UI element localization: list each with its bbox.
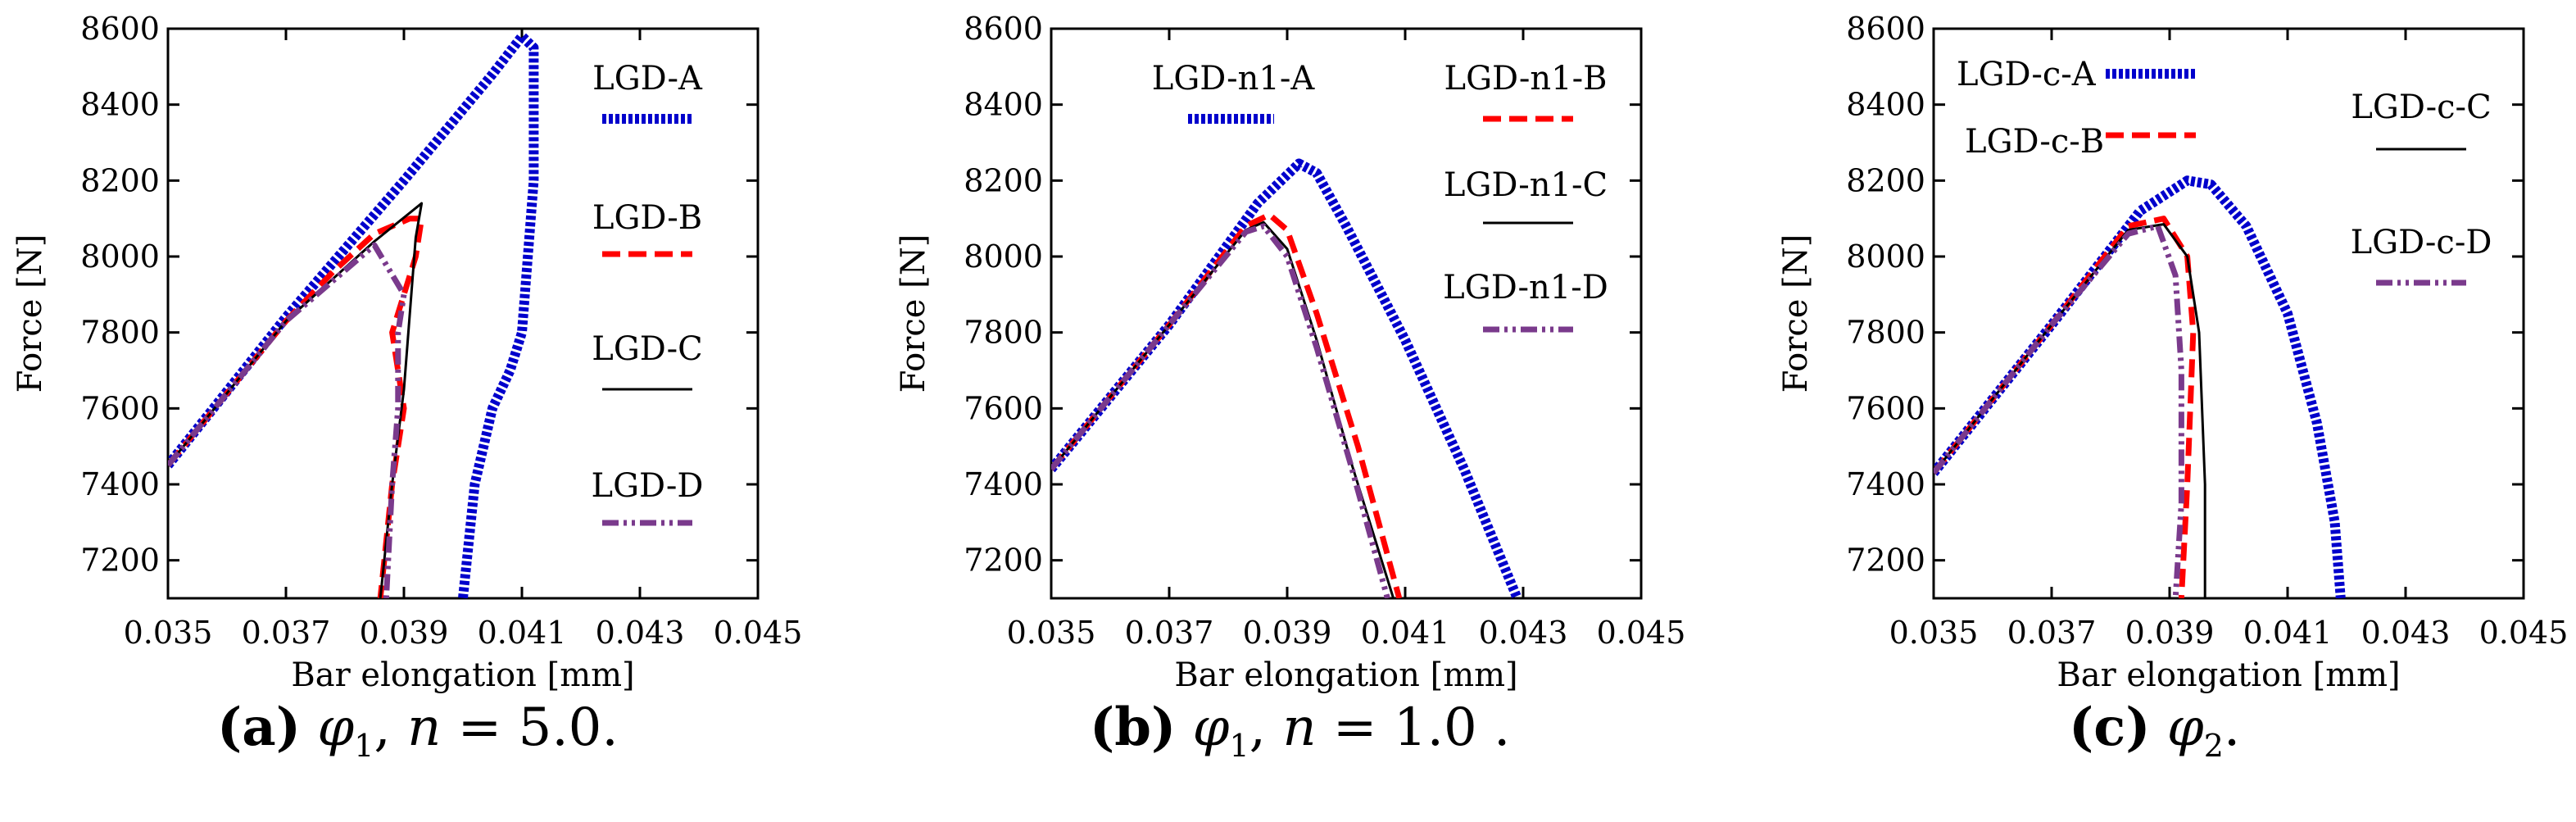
y-tick-label: 7800 (80, 315, 160, 351)
caption-n: n (407, 697, 442, 758)
y-tick-label: 7200 (80, 543, 160, 579)
y-tick-label: 8200 (80, 162, 160, 198)
x-tick-label: 0.041 (2243, 615, 2333, 651)
plot-frame (166, 27, 760, 600)
caption-symbol: φ (1192, 697, 1230, 758)
y-tick-label: 7800 (1846, 315, 1925, 351)
caption-c: (c) φ2. (2069, 697, 2240, 764)
y-tick-label: 8000 (1846, 238, 1925, 275)
legend-label: LGD-n1-C (1444, 166, 1608, 204)
x-tick-label: 0.035 (1889, 615, 1979, 651)
y-tick-label: 8400 (1846, 87, 1925, 123)
chart-panel-c: 7200 7400 7600 7800 8000 8200 8400 8600 0.035 0.0… (1777, 11, 2568, 694)
legend-label: LGD-B (592, 199, 702, 237)
y-axis-label: Force [N] (11, 234, 49, 393)
caption-tag: (b) (1090, 697, 1177, 758)
legend-label: LGD-c-B (1965, 123, 2104, 161)
y-tick-label: 7600 (964, 390, 1043, 426)
plot-frame (1050, 27, 1643, 600)
caption-subscript: 1 (354, 727, 374, 764)
legend-label: LGD-c-C (2351, 89, 2491, 126)
x-axis-label: Bar elongation [mm] (2057, 656, 2400, 694)
series-line-lgd-c-a (1934, 175, 2346, 598)
legend-label: LGD-c-A (1957, 56, 2097, 93)
y-tick-label: 8200 (964, 162, 1043, 198)
y-tick-label: 7200 (964, 543, 1043, 579)
plot-frame (1932, 27, 2525, 600)
x-tick-label: 0.035 (1007, 615, 1096, 651)
legend-label: LGD-A (592, 60, 703, 98)
chart-panel-a: 7200 7400 7600 7800 8000 8200 8400 8600 0.035 0.0… (11, 11, 802, 694)
x-tick-label: 0.037 (2007, 615, 2097, 651)
legend-label: LGD-n1-D (1443, 269, 1608, 307)
x-tick-label: 0.045 (1597, 615, 1686, 651)
y-axis-label: Force [N] (1777, 234, 1815, 393)
y-tick-label: 8600 (964, 11, 1043, 47)
x-tick-label: 0.037 (1125, 615, 1214, 651)
caption-subscript: 2 (2203, 727, 2224, 764)
series-line-lgd-c-c (1934, 223, 2206, 598)
series-line-lgd-c (168, 202, 424, 598)
x-axis-label: Bar elongation [mm] (1174, 656, 1517, 694)
caption-separator: , (1249, 697, 1283, 758)
caption-b: (b) φ1, n = 1.0 . (1090, 697, 1510, 764)
x-tick-label: 0.037 (242, 615, 331, 651)
x-tick-label: 0.039 (360, 615, 449, 651)
caption-separator: , (374, 697, 408, 758)
y-tick-label: 8200 (1846, 162, 1925, 198)
y-tick-label: 8000 (964, 238, 1043, 275)
series-line-lgd-n1-d (1051, 223, 1390, 598)
caption-equation: = 5.0. (441, 697, 619, 758)
y-tick-label: 7400 (1846, 466, 1925, 502)
x-tick-label: 0.041 (478, 615, 567, 651)
series-line-lgd-b (168, 216, 425, 598)
legend-label: LGD-n1-A (1152, 60, 1316, 98)
chart-panel-b: 7200 7400 7600 7800 8000 8200 8400 8600 0.035 0.0… (895, 11, 1685, 694)
legend-label: LGD-n1-B (1444, 60, 1608, 98)
series-line-lgd-n1-b (1051, 211, 1403, 598)
y-axis-label: Force [N] (895, 234, 932, 393)
legend-label: LGD-C (592, 330, 702, 368)
series-line-lgd-n1-c (1051, 220, 1395, 598)
caption-n: n (1282, 697, 1317, 758)
x-tick-label: 0.043 (2361, 615, 2451, 651)
x-tick-label: 0.043 (596, 615, 685, 651)
legend-label: LGD-c-D (2351, 224, 2492, 261)
series-line-lgd-a (168, 31, 539, 598)
y-tick-label: 8400 (964, 87, 1043, 123)
x-tick-label: 0.041 (1361, 615, 1450, 651)
caption-equation: = 1.0 . (1316, 697, 1511, 758)
y-tick-label: 7400 (964, 466, 1043, 502)
y-tick-label: 7200 (1846, 543, 1925, 579)
series-line-lgd-c-b (1934, 216, 2197, 598)
x-tick-label: 0.039 (2125, 615, 2215, 651)
x-axis-label: Bar elongation [mm] (291, 656, 634, 694)
y-tick-label: 8000 (80, 238, 160, 275)
x-tick-label: 0.045 (2479, 615, 2569, 651)
series-line-lgd-d (168, 242, 407, 598)
caption-tag: (a) (217, 697, 302, 758)
caption-subscript: 1 (1229, 727, 1249, 764)
y-tick-label: 7800 (964, 315, 1043, 351)
x-tick-label: 0.043 (1479, 615, 1568, 651)
caption-a: (a) φ1, n = 5.0. (217, 697, 619, 764)
x-tick-label: 0.039 (1243, 615, 1332, 651)
y-tick-label: 7600 (80, 390, 160, 426)
series-line-lgd-c-d (1934, 223, 2184, 598)
y-tick-label: 8600 (1846, 11, 1925, 47)
legend-label: LGD-D (592, 467, 704, 505)
x-tick-label: 0.045 (714, 615, 803, 651)
caption-symbol: φ (317, 697, 355, 758)
caption-separator: . (2223, 697, 2241, 758)
x-tick-label: 0.035 (124, 615, 213, 651)
y-tick-label: 7600 (1846, 390, 1925, 426)
caption-tag: (c) (2069, 697, 2151, 758)
y-tick-label: 8400 (80, 87, 160, 123)
y-tick-label: 7400 (80, 466, 160, 502)
y-tick-label: 8600 (80, 11, 160, 47)
caption-symbol: φ (2166, 697, 2204, 758)
